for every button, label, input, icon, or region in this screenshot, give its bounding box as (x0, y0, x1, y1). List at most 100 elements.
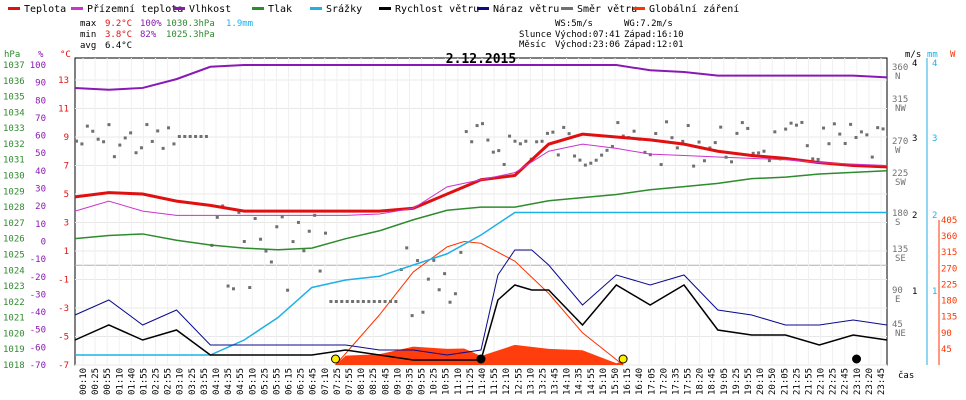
moonrise-marker (852, 354, 862, 364)
tick-label-time: 06:15 (285, 368, 295, 395)
tick-label-time: 18:20 (696, 368, 706, 395)
info-block: WS:5m/s WG:7.2m/s Slunce Východ:07:41 Zá… (519, 19, 684, 50)
wind-direction-point (194, 135, 198, 138)
wind-direction-point (854, 136, 858, 140)
wind-direction-point (388, 300, 392, 303)
wind-direction-point (545, 131, 549, 135)
tick-label-wind-dir-name: NW (895, 104, 906, 114)
wind-direction-points (75, 120, 885, 318)
tick-label-radiation: 270 (941, 264, 957, 274)
info-moon-label: Měsíc (519, 40, 546, 50)
wind-direction-point (421, 310, 425, 314)
tick-label-time: 17:35 (671, 368, 681, 395)
wind-direction-point (150, 139, 154, 143)
tick-label-time: 09:55 (418, 368, 428, 395)
wind-direction-point (708, 146, 712, 150)
wind-direction-point (751, 151, 755, 155)
tick-label-temperature: 7 (64, 162, 69, 172)
wind-direction-point (237, 210, 241, 214)
tick-label-wind-dir: 90 (892, 286, 903, 296)
tick-label-time: 05:10 (248, 368, 258, 395)
tick-label-humidity: 80 (35, 96, 46, 106)
info-sun-label: Slunce (519, 30, 552, 40)
legend-swatch (310, 7, 322, 10)
tick-label-temperature: 5 (64, 190, 69, 200)
wind-direction-point (773, 130, 777, 134)
tick-label-pressure: 1028 (3, 203, 25, 213)
tick-label-time: 04:35 (224, 368, 234, 395)
info-moon-rise: Východ:23:06 (555, 40, 620, 50)
tick-label-wind-dir: 135 (892, 245, 908, 255)
tick-label-radiation: 405 (941, 216, 957, 226)
legend-label: Přízemní teplota (87, 3, 183, 15)
wind-direction-point (177, 135, 181, 138)
wind-direction-point (340, 300, 344, 303)
tick-label-time: 11:25 (466, 368, 476, 395)
wind-direction-point (524, 139, 528, 143)
legend-label: Srážky (326, 3, 362, 15)
tick-label-pressure: 1037 (3, 61, 25, 71)
tick-label-time: 19:25 (732, 368, 742, 395)
series-line-p-zemn-teplota (74, 143, 888, 216)
wind-direction-point (448, 300, 452, 304)
tick-label-humidity: -40 (30, 308, 46, 318)
tick-label-time: 17:05 (647, 368, 657, 395)
tick-label-humidity: -60 (30, 343, 46, 353)
series-lines (74, 64, 888, 361)
wind-direction-point (632, 129, 636, 133)
wind-direction-point (231, 287, 235, 291)
tick-label-wind-ms: 2 (912, 211, 917, 221)
tick-label-time: 03:55 (200, 368, 210, 395)
tick-label-humidity: -50 (30, 326, 46, 336)
tick-label-time: 15:50 (611, 368, 621, 395)
wind-direction-point (767, 159, 771, 163)
tick-label-pressure: 1024 (3, 266, 25, 276)
wind-direction-point (318, 269, 322, 273)
plot-area (74, 57, 888, 366)
tick-label-pressure: 1019 (3, 345, 25, 355)
wind-direction-point (735, 131, 739, 135)
wind-direction-point (578, 158, 582, 162)
legend-label: Tlak (268, 4, 292, 15)
info-wg: WG:7.2m/s (624, 19, 673, 29)
tick-label-humidity: 20 (35, 202, 46, 212)
tick-label-pressure: 1034 (3, 108, 25, 118)
wind-direction-point (96, 137, 100, 141)
tick-label-time: 16:40 (635, 368, 645, 395)
tick-label-time: 20:10 (756, 368, 766, 395)
sunset-marker (618, 354, 628, 364)
tick-label-time: 18:45 (708, 368, 718, 395)
wind-direction-point (416, 259, 420, 263)
tick-label-humidity: -10 (30, 255, 46, 265)
tick-label-time: 22:45 (841, 368, 851, 395)
wind-direction-point (459, 250, 463, 254)
wind-direction-point (816, 157, 820, 161)
moonset-marker (476, 354, 486, 364)
tick-label-humidity: 0 (41, 237, 46, 247)
wind-direction-point (827, 142, 831, 146)
wind-direction-point (832, 122, 836, 126)
stat-avg-label: avg (80, 41, 96, 51)
tick-label-radiation: 90 (941, 329, 952, 339)
wind-direction-point (497, 149, 501, 153)
tick-label-wind-dir-name: SE (895, 254, 906, 264)
clear-sky-radiation-line (335, 240, 624, 366)
wind-direction-point (75, 139, 78, 143)
wind-direction-point (681, 139, 685, 143)
tick-label-temperature: -5 (58, 333, 69, 343)
tick-label-time: 10:55 (442, 368, 452, 395)
tick-label-wind-dir-name: N (895, 72, 900, 82)
wind-direction-point (648, 153, 652, 157)
wind-direction-point (794, 123, 798, 127)
tick-label-time: 12:10 (502, 368, 512, 395)
info-sun-rise: Východ:07:41 (555, 30, 620, 40)
series-line-rain (75, 211, 887, 356)
unit-w: W (950, 50, 956, 60)
wind-direction-point (324, 231, 328, 235)
wind-direction-point (811, 157, 815, 161)
wind-direction-point (686, 124, 690, 128)
tick-label-time: 13:25 (538, 368, 548, 395)
wind-direction-point (453, 292, 457, 296)
tick-label-rain: 4 (932, 59, 937, 69)
